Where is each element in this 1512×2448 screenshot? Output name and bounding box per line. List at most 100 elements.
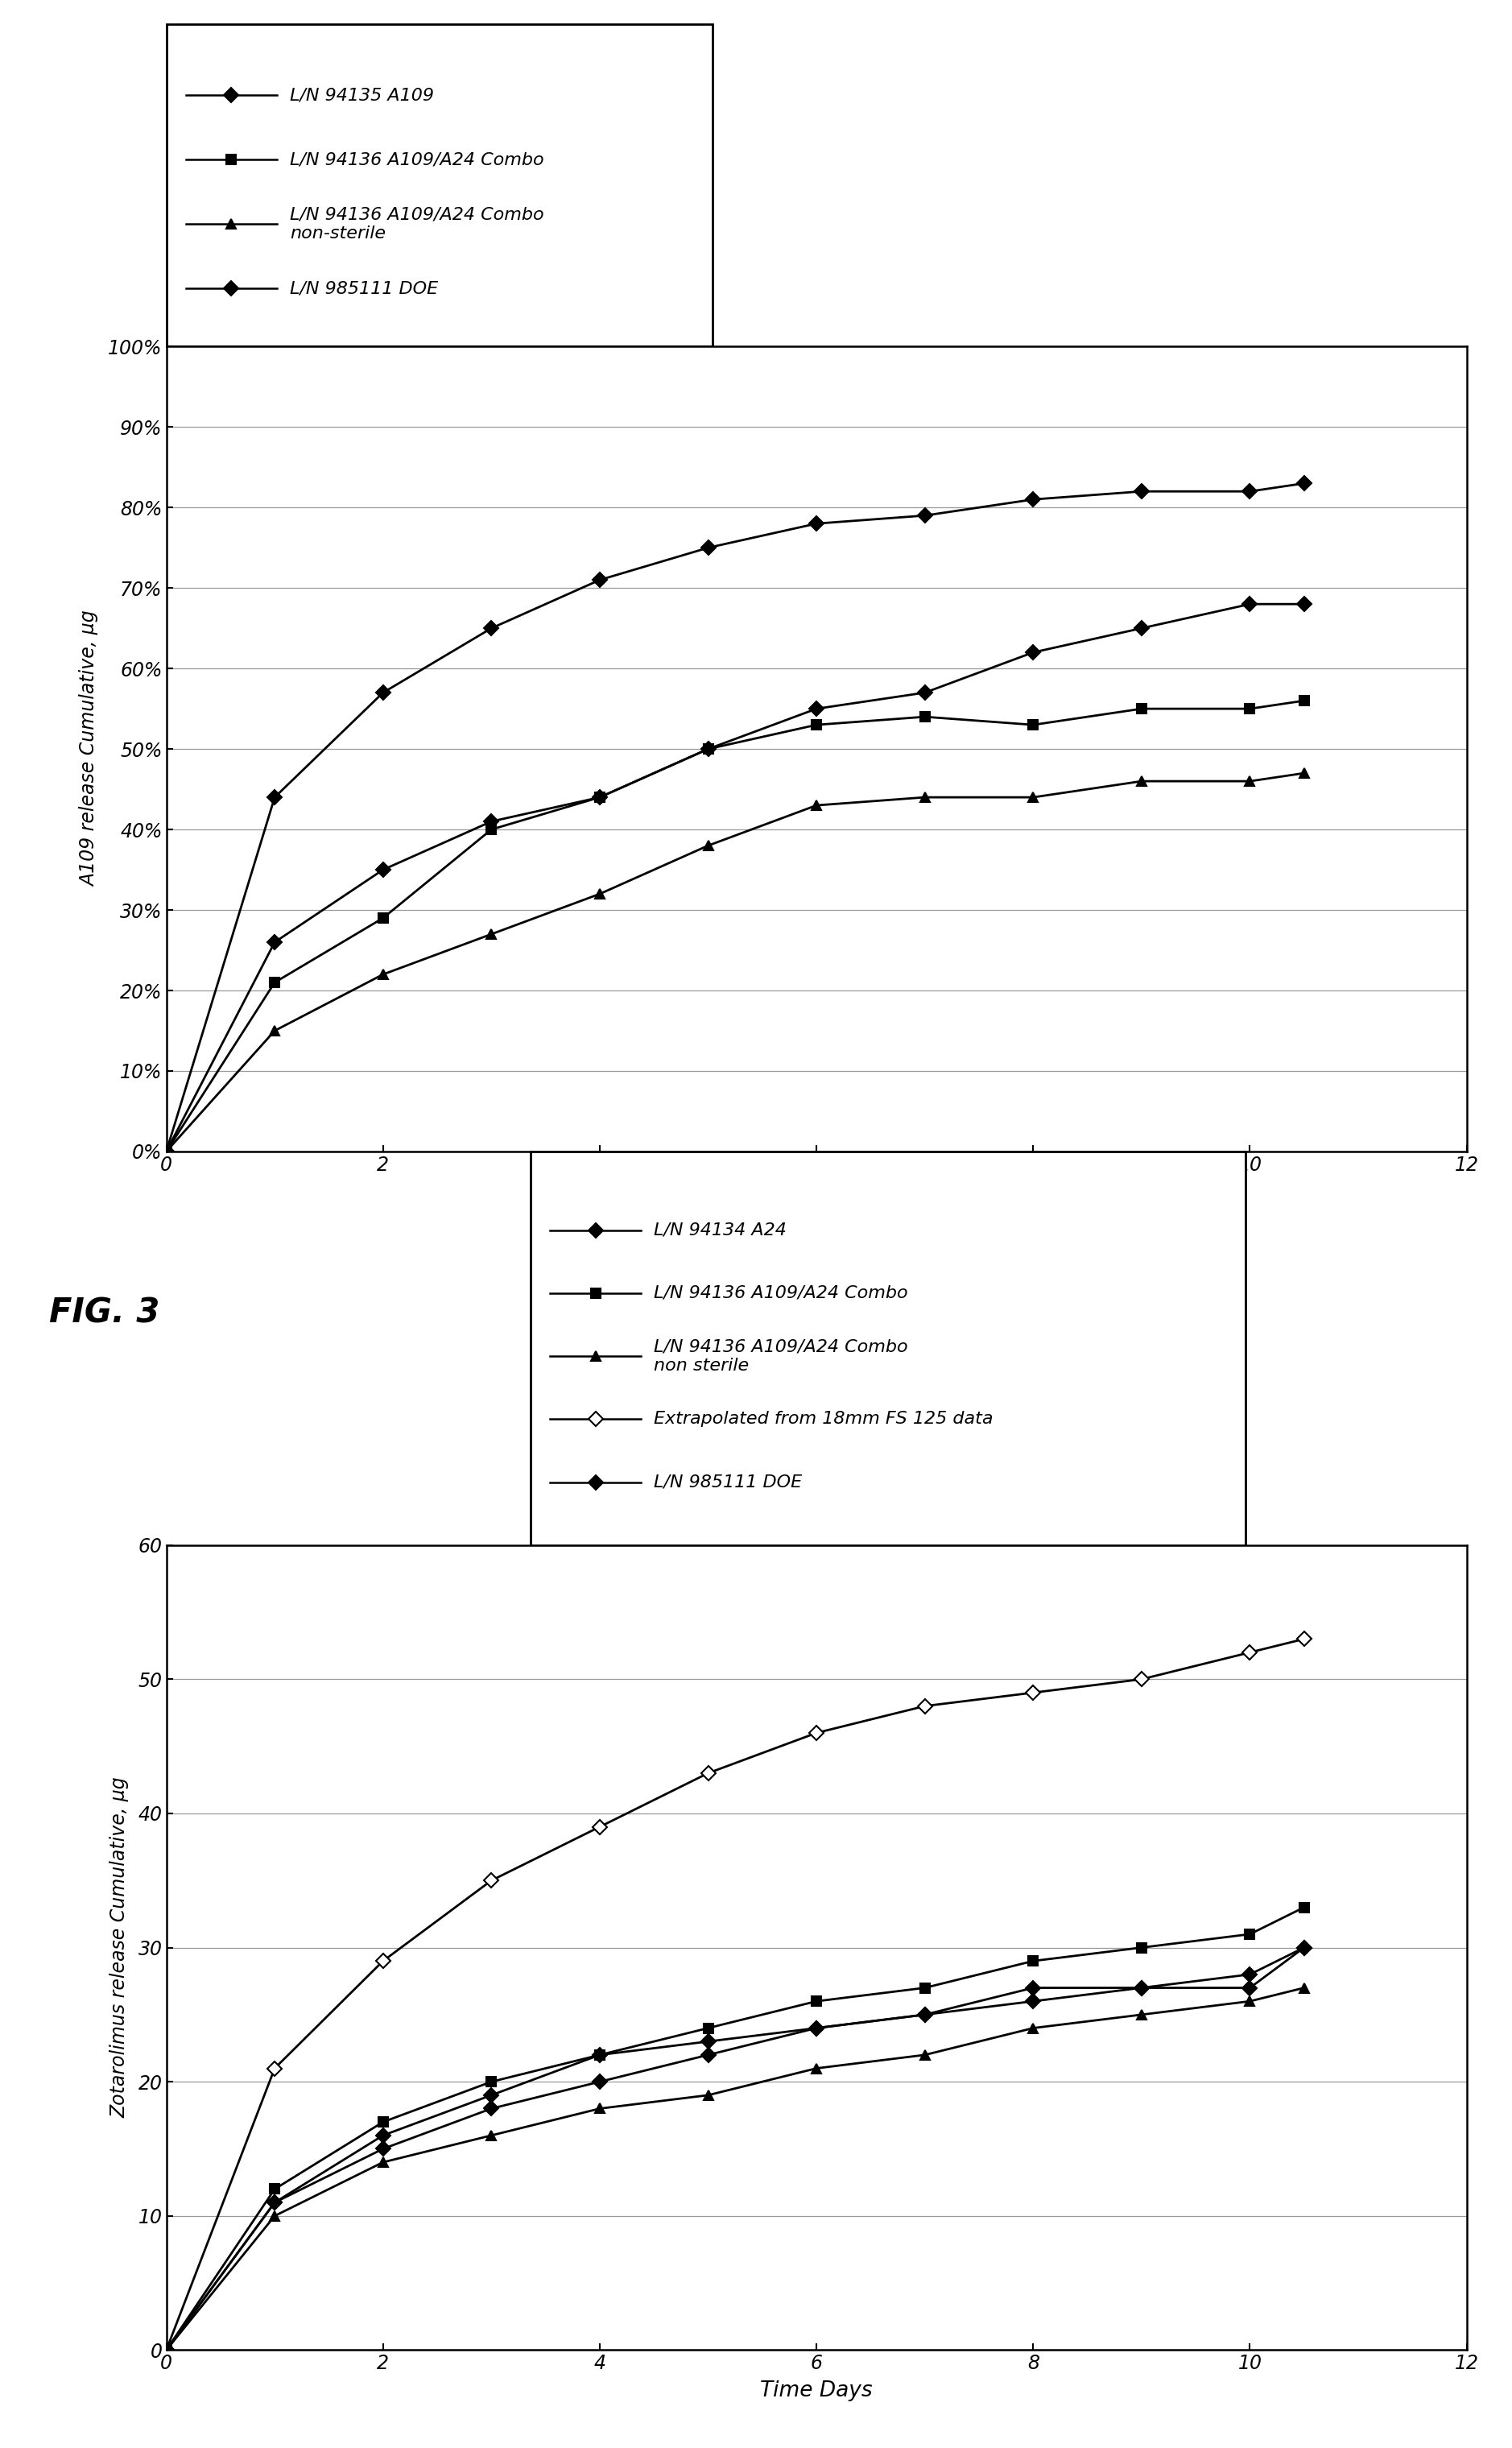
L/N 94136 A109/A24 Combo
non sterile: [482, 2120, 500, 2149]
L/N 985111 DOE: [157, 1136, 175, 1165]
L/N 94134 A24: [157, 2335, 175, 2365]
L/N 94136 A109/A24 Combo
non-sterile: [266, 1016, 284, 1045]
Extrapolated from 18mm FS 125 data: [1294, 1625, 1312, 1655]
L/N 94136 A109/A24 Combo
non sterile: [1132, 2000, 1151, 2029]
L/N 985111 DOE: [482, 2081, 500, 2110]
L/N 985111 DOE: [157, 2335, 175, 2365]
L/N 985111 DOE: [591, 565, 609, 595]
L/N 94136 A109/A24 Combo: [1024, 710, 1042, 739]
L/N 94136 A109/A24 Combo: [1294, 1892, 1312, 1922]
L/N 985111 DOE: [1024, 485, 1042, 514]
L/N 94134 A24: [1294, 1934, 1312, 1963]
X-axis label: Time Days: Time Days: [761, 1182, 872, 1202]
Text: Extrapolated from 18mm FS 125 data: Extrapolated from 18mm FS 125 data: [655, 1410, 993, 1427]
L/N 985111 DOE: [1294, 1934, 1312, 1963]
Text: L/N 94134 A24: L/N 94134 A24: [655, 1222, 786, 1239]
Line: Extrapolated from 18mm FS 125 data: Extrapolated from 18mm FS 125 data: [162, 1633, 1309, 2355]
L/N 94135 A109: [699, 734, 717, 764]
Line: L/N 94136 A109/A24 Combo
non-sterile: L/N 94136 A109/A24 Combo non-sterile: [162, 769, 1309, 1155]
L/N 94136 A109/A24 Combo: [482, 815, 500, 845]
L/N 94134 A24: [591, 2066, 609, 2095]
L/N 94136 A109/A24 Combo: [373, 2108, 392, 2137]
L/N 985111 DOE: [373, 678, 392, 707]
L/N 94136 A109/A24 Combo: [266, 967, 284, 996]
L/N 94136 A109/A24 Combo: [157, 1136, 175, 1165]
Line: L/N 94135 A109: L/N 94135 A109: [162, 600, 1309, 1155]
Extrapolated from 18mm FS 125 data: [807, 1718, 826, 1748]
L/N 94135 A109: [482, 808, 500, 837]
L/N 94134 A24: [266, 2189, 284, 2218]
L/N 94134 A24: [482, 2093, 500, 2122]
L/N 94136 A109/A24 Combo
non-sterile: [699, 830, 717, 859]
L/N 94136 A109/A24 Combo: [807, 1985, 826, 2015]
L/N 94136 A109/A24 Combo
non-sterile: [1294, 759, 1312, 788]
L/N 94136 A109/A24 Combo: [916, 1973, 934, 2002]
Text: L/N 985111 DOE: L/N 985111 DOE: [655, 1474, 803, 1491]
L/N 94136 A109/A24 Combo: [1294, 685, 1312, 715]
L/N 94135 A109: [807, 695, 826, 725]
L/N 985111 DOE: [266, 783, 284, 813]
Text: L/N 94136 A109/A24 Combo: L/N 94136 A109/A24 Combo: [655, 1285, 909, 1302]
L/N 94136 A109/A24 Combo
non sterile: [1294, 1973, 1312, 2002]
Extrapolated from 18mm FS 125 data: [699, 1758, 717, 1787]
L/N 94136 A109/A24 Combo: [1132, 695, 1151, 725]
Text: FIG. 3: FIG. 3: [50, 1297, 160, 1329]
X-axis label: Time Days: Time Days: [761, 2379, 872, 2401]
L/N 94136 A109/A24 Combo: [1241, 1919, 1259, 1949]
Extrapolated from 18mm FS 125 data: [266, 2054, 284, 2083]
L/N 94135 A109: [157, 1136, 175, 1165]
L/N 985111 DOE: [699, 534, 717, 563]
Extrapolated from 18mm FS 125 data: [157, 2335, 175, 2365]
L/N 94134 A24: [1241, 1961, 1259, 1990]
Extrapolated from 18mm FS 125 data: [1132, 1665, 1151, 1694]
Y-axis label: A109 release Cumulative, µg: A109 release Cumulative, µg: [80, 612, 100, 886]
L/N 94136 A109/A24 Combo: [807, 710, 826, 739]
L/N 94134 A24: [916, 2000, 934, 2029]
L/N 985111 DOE: [591, 2039, 609, 2069]
L/N 94136 A109/A24 Combo: [1132, 1934, 1151, 1963]
Extrapolated from 18mm FS 125 data: [1024, 1677, 1042, 1706]
L/N 985111 DOE: [1132, 477, 1151, 507]
L/N 94136 A109/A24 Combo
non-sterile: [373, 960, 392, 989]
Extrapolated from 18mm FS 125 data: [591, 1812, 609, 1841]
Line: L/N 985111 DOE: L/N 985111 DOE: [162, 1944, 1309, 2355]
Line: L/N 94136 A109/A24 Combo: L/N 94136 A109/A24 Combo: [162, 695, 1309, 1155]
L/N 94136 A109/A24 Combo: [699, 2012, 717, 2042]
L/N 94136 A109/A24 Combo
non-sterile: [157, 1136, 175, 1165]
Extrapolated from 18mm FS 125 data: [373, 1946, 392, 1976]
L/N 94136 A109/A24 Combo: [266, 2174, 284, 2203]
L/N 94134 A24: [1132, 1973, 1151, 2002]
L/N 94136 A109/A24 Combo: [1241, 695, 1259, 725]
Line: L/N 985111 DOE: L/N 985111 DOE: [162, 477, 1309, 1155]
L/N 94136 A109/A24 Combo
non sterile: [1241, 1985, 1259, 2015]
L/N 94136 A109/A24 Combo
non sterile: [807, 2054, 826, 2083]
Text: L/N 94136 A109/A24 Combo: L/N 94136 A109/A24 Combo: [290, 152, 544, 169]
L/N 985111 DOE: [266, 2189, 284, 2218]
L/N 985111 DOE: [1294, 468, 1312, 497]
L/N 94136 A109/A24 Combo: [916, 703, 934, 732]
L/N 94136 A109/A24 Combo
non sterile: [916, 2039, 934, 2069]
Text: L/N 94136 A109/A24 Combo
non sterile: L/N 94136 A109/A24 Combo non sterile: [655, 1339, 909, 1373]
L/N 985111 DOE: [807, 509, 826, 539]
L/N 94136 A109/A24 Combo
non sterile: [157, 2335, 175, 2365]
L/N 985111 DOE: [1132, 1973, 1151, 2002]
L/N 94136 A109/A24 Combo
non-sterile: [482, 920, 500, 950]
L/N 94136 A109/A24 Combo
non-sterile: [807, 791, 826, 820]
L/N 94136 A109/A24 Combo
non sterile: [373, 2147, 392, 2176]
L/N 94134 A24: [699, 2039, 717, 2069]
L/N 94136 A109/A24 Combo: [591, 2039, 609, 2069]
Line: L/N 94136 A109/A24 Combo: L/N 94136 A109/A24 Combo: [162, 1902, 1309, 2355]
L/N 94135 A109: [591, 783, 609, 813]
L/N 94135 A109: [373, 854, 392, 884]
L/N 985111 DOE: [373, 2120, 392, 2149]
L/N 94136 A109/A24 Combo
non sterile: [266, 2201, 284, 2230]
Line: L/N 94134 A24: L/N 94134 A24: [162, 1944, 1309, 2355]
L/N 985111 DOE: [1241, 477, 1259, 507]
L/N 94134 A24: [1024, 1973, 1042, 2002]
L/N 94136 A109/A24 Combo: [699, 734, 717, 764]
L/N 94136 A109/A24 Combo
non-sterile: [1241, 766, 1259, 796]
L/N 94136 A109/A24 Combo: [482, 2066, 500, 2095]
L/N 94136 A109/A24 Combo: [591, 783, 609, 813]
L/N 985111 DOE: [1241, 1973, 1259, 2002]
L/N 94136 A109/A24 Combo
non-sterile: [916, 783, 934, 813]
